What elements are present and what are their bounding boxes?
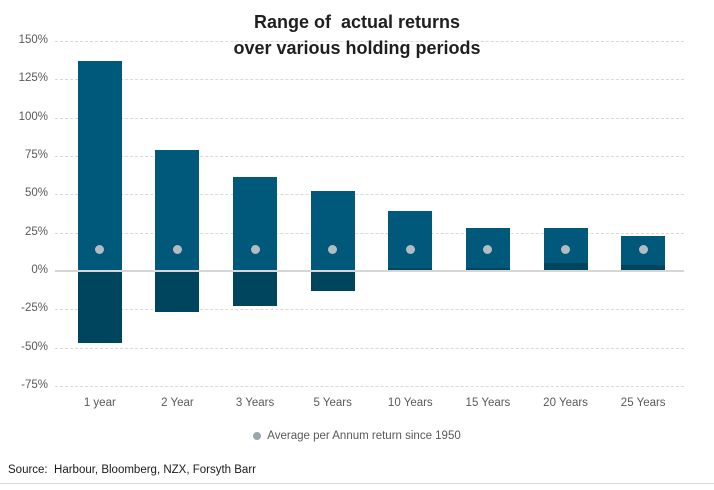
y-tick-label: 50% xyxy=(24,187,48,200)
bar-max-segment xyxy=(77,60,122,271)
legend-label: Average per Annum return since 1950 xyxy=(267,430,461,442)
bar-min-segment xyxy=(155,271,200,313)
bar-min-segment xyxy=(310,271,355,291)
x-tick-label: 5 Years xyxy=(313,397,352,409)
gridline xyxy=(55,232,684,234)
y-tick-label: 125% xyxy=(18,72,48,85)
bar-min-segment xyxy=(388,267,433,271)
x-tick-label: 20 Years xyxy=(543,397,588,409)
bar-max-segment xyxy=(388,211,433,268)
x-tick-label: 25 Years xyxy=(620,397,666,409)
bar-min-segment xyxy=(77,271,122,344)
bar-min-segment xyxy=(233,271,278,307)
average-dot xyxy=(172,245,182,255)
gridline xyxy=(55,79,684,81)
bar-min-segment xyxy=(465,267,510,271)
y-tick-label: 75% xyxy=(24,149,48,161)
average-dot xyxy=(638,245,648,255)
average-dot xyxy=(405,245,415,255)
y-tick-label: 0% xyxy=(31,264,48,276)
zero-axis-line xyxy=(55,270,684,272)
gridline xyxy=(55,194,684,196)
gridline xyxy=(55,41,684,42)
average-dot xyxy=(328,245,338,255)
y-tick-label: 100% xyxy=(18,110,48,123)
bar-max-segment xyxy=(233,177,278,271)
gridline xyxy=(55,347,684,349)
gridline xyxy=(55,117,684,119)
x-tick-label: 10 Years xyxy=(387,397,433,409)
bar-min-segment xyxy=(543,263,588,271)
chart-legend: Average per Annum return since 1950 xyxy=(0,430,714,442)
bar-min-segment xyxy=(621,264,666,271)
x-tick-label: 15 Years xyxy=(465,397,511,409)
x-tick-label: 2 Year xyxy=(161,397,194,409)
y-tick-label: -75% xyxy=(21,379,48,391)
y-tick-label: -25% xyxy=(21,302,48,315)
bottom-divider xyxy=(0,483,714,484)
source-note: Source: Harbour, Bloomberg, NZX, Forsyth… xyxy=(8,464,256,476)
gridline xyxy=(55,386,684,387)
y-tick-label: 150% xyxy=(18,34,48,46)
average-dot xyxy=(95,245,105,255)
gridline xyxy=(55,309,684,311)
average-dot xyxy=(561,245,571,255)
average-dot xyxy=(483,245,493,255)
y-tick-label: -50% xyxy=(21,340,48,353)
average-dot xyxy=(250,245,260,255)
y-tick-label: 25% xyxy=(24,225,48,238)
x-tick-label: 3 Years xyxy=(235,397,275,409)
x-tick-label: 1 year xyxy=(83,397,116,409)
bar-max-segment xyxy=(310,191,355,271)
average-marker-icon xyxy=(253,432,262,440)
gridline xyxy=(55,156,684,157)
